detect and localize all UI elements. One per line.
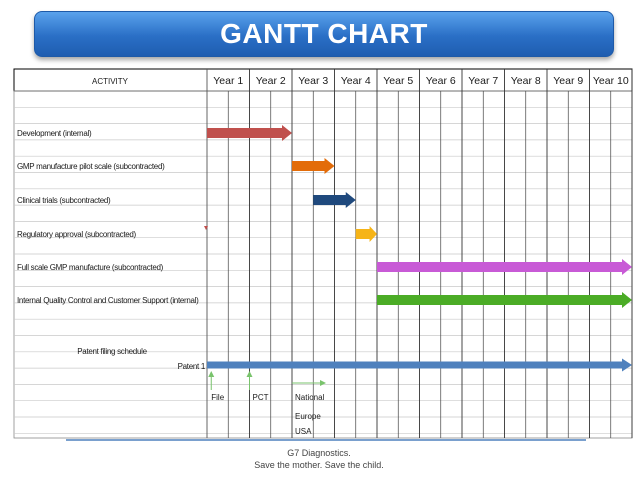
task-bar xyxy=(377,259,632,275)
year-header: Year 9 xyxy=(553,75,583,87)
task-label: Clinical trials (subcontracted) xyxy=(17,196,111,205)
footer: G7 Diagnostics. Save the mother. Save th… xyxy=(0,447,638,471)
year-header: Year 6 xyxy=(426,75,456,87)
footer-company: G7 Diagnostics. xyxy=(287,448,351,458)
activity-header: ACTIVITY xyxy=(92,77,129,86)
year-header: Year 2 xyxy=(256,75,286,87)
year-header: Year 10 xyxy=(593,75,629,87)
year-header: Year 1 xyxy=(213,75,243,87)
patent-bar xyxy=(207,358,632,372)
task-label: Internal Quality Control and Customer Su… xyxy=(17,296,199,305)
milestone-arrowhead xyxy=(246,371,253,377)
row-marker xyxy=(204,226,208,230)
title-banner: GANTT CHART xyxy=(34,11,614,57)
task-bar xyxy=(377,292,632,308)
patent-section-label: Patent filing schedule xyxy=(77,347,147,356)
task-label: Development (internal) xyxy=(17,129,92,138)
task-bar xyxy=(207,125,292,141)
milestone-label: File xyxy=(211,393,224,402)
task-label: Full scale GMP manufacture (subcontracte… xyxy=(17,263,164,272)
chart-title: GANTT CHART xyxy=(220,18,428,49)
year-header: Year 8 xyxy=(511,75,541,87)
year-header: Year 5 xyxy=(383,75,413,87)
milestone-arrowhead xyxy=(208,371,215,377)
footer-tagline: Save the mother. Save the child. xyxy=(254,460,384,470)
region-label: USA xyxy=(295,427,312,436)
task-bar xyxy=(292,158,335,174)
milestone-arrowhead xyxy=(320,380,326,386)
year-header: Year 4 xyxy=(341,75,371,87)
task-label: Regulatory approval (subcontracted) xyxy=(17,230,137,239)
milestone-label: National xyxy=(295,393,325,402)
patent-row-label: Patent 1 xyxy=(178,362,206,371)
region-label: Europe xyxy=(295,412,321,421)
milestone-label: PCT xyxy=(253,393,269,402)
task-label: GMP manufacture pilot scale (subcontract… xyxy=(17,162,165,171)
year-header: Year 3 xyxy=(298,75,328,87)
task-bar xyxy=(355,226,377,242)
task-bar xyxy=(313,192,356,208)
year-header: Year 7 xyxy=(468,75,498,87)
